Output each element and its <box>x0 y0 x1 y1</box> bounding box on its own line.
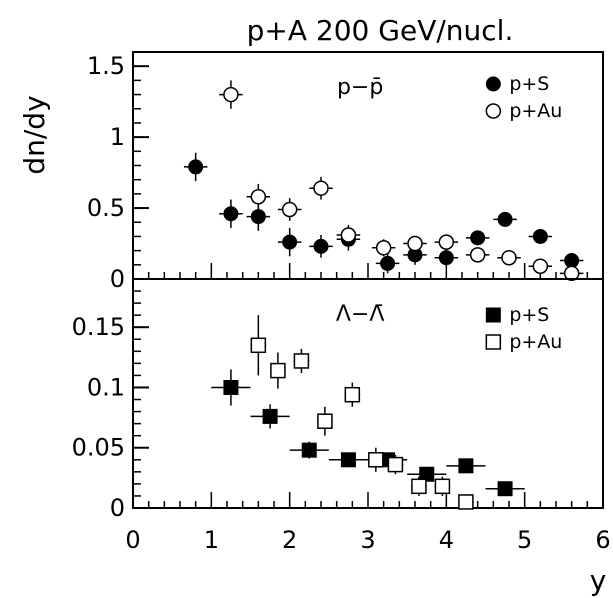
figure-title: p+A 200 GeV/nucl. <box>247 14 514 47</box>
data-point <box>434 478 451 495</box>
data-point <box>501 249 517 266</box>
data-point <box>532 228 548 244</box>
x-axis-label: y <box>590 564 607 597</box>
bottom-panel-annotation: Λ−Λ̄ <box>336 302 385 327</box>
data-point <box>458 458 474 474</box>
data-point <box>270 362 286 379</box>
top-panel-legend-marker <box>485 103 502 119</box>
top-panel-ytick-label: 0.5 <box>87 194 125 222</box>
data-point <box>407 235 423 252</box>
x-tick-label: 5 <box>517 526 532 554</box>
bottom-panel-legend-label: p+Au <box>509 331 562 353</box>
top-panel-ytick-label: 1.5 <box>87 52 125 80</box>
bottom-panel-ytick-label: 0.1 <box>87 373 125 401</box>
bottom-panel-ytick-label: 0 <box>110 494 125 522</box>
data-point <box>438 250 454 266</box>
data-point <box>317 413 333 429</box>
x-tick-label: 6 <box>595 526 610 554</box>
top-panel-annotation: p−p̄ <box>337 75 383 100</box>
data-point <box>313 238 329 254</box>
bottom-panel-legend-marker <box>485 307 501 323</box>
x-tick-label: 4 <box>439 526 454 554</box>
data-point <box>281 201 298 218</box>
data-point <box>387 456 404 473</box>
bottom-panel-legend-marker <box>485 334 502 350</box>
data-point <box>340 227 357 243</box>
data-point <box>293 353 310 369</box>
top-y-axis-label: dn/dy <box>18 95 51 174</box>
data-point <box>380 255 396 271</box>
top-panel-legend-label: p+Au <box>509 100 562 122</box>
data-point <box>340 452 356 468</box>
bottom-panel-ytick-label: 0.15 <box>72 313 125 341</box>
top-panel-ytick-label: 0 <box>110 265 125 293</box>
plot-area: 0 0.5 1 1.5 p−p̄ p+S p+Au 0 0.05 0.1 0.15 Λ−Λ̄ p+S p+… <box>72 51 611 554</box>
data-point <box>458 494 474 510</box>
x-tick-label: 1 <box>204 526 219 554</box>
data-point <box>470 230 486 246</box>
data-point <box>282 234 298 250</box>
top-panel-ytick-label: 1 <box>110 123 125 151</box>
data-point <box>497 481 513 497</box>
data-point <box>564 253 580 269</box>
bottom-panel-legend-label: p+S <box>509 304 549 326</box>
data-point <box>223 379 239 395</box>
data-point <box>313 180 329 196</box>
data-point <box>419 466 435 482</box>
data-point <box>250 337 267 354</box>
data-point <box>469 247 486 263</box>
top-panel-legend-marker <box>485 76 501 92</box>
bottom-panel-ytick-label: 0.05 <box>72 434 125 462</box>
data-point <box>532 258 549 274</box>
data-point <box>262 408 278 424</box>
data-point <box>301 442 317 458</box>
data-point <box>344 386 361 403</box>
top-panel-legend-label: p+S <box>509 73 549 95</box>
x-tick-label: 0 <box>125 526 140 554</box>
data-point <box>411 478 427 495</box>
data-point <box>438 234 455 250</box>
data-point <box>563 265 580 282</box>
data-point <box>250 209 266 225</box>
x-tick-label: 2 <box>282 526 297 554</box>
data-point <box>497 211 513 227</box>
data-point <box>223 206 239 222</box>
data-point <box>250 188 267 205</box>
data-point <box>375 240 392 256</box>
data-point <box>368 452 384 468</box>
x-tick-label: 3 <box>360 526 375 554</box>
data-point <box>188 159 204 175</box>
data-point <box>223 86 239 103</box>
